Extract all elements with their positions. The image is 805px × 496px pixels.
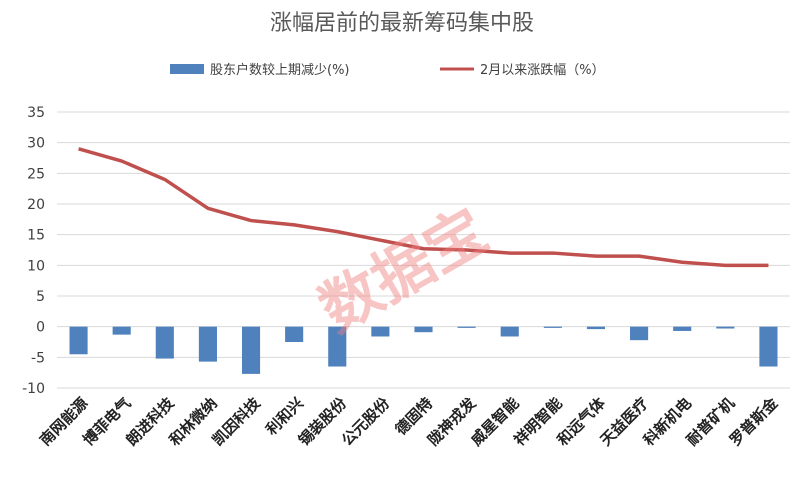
y-tick-label: 0: [36, 320, 45, 336]
y-axis: 35 30 25 20 15 10 5 0 -5 -10: [22, 105, 45, 397]
y-tick-label: 5: [36, 289, 45, 305]
bar: [414, 327, 432, 333]
bar: [242, 327, 260, 374]
bar: [501, 327, 519, 337]
bar: [587, 327, 605, 329]
bar: [285, 327, 303, 342]
y-tick-label: 25: [27, 166, 45, 182]
x-tick-label: 公元股份: [338, 393, 394, 449]
bar: [673, 327, 691, 331]
bar: [544, 327, 562, 328]
legend-label-line: 2月以来涨跌幅（%）: [480, 62, 605, 78]
y-tick-label: -10: [22, 381, 45, 397]
bar: [716, 327, 734, 329]
bar: [113, 327, 131, 335]
bar: [199, 327, 217, 362]
y-tick-label: 10: [27, 258, 45, 274]
bar: [759, 327, 777, 367]
y-tick-label: -5: [31, 350, 45, 366]
y-tick-label: 35: [27, 105, 45, 121]
bar: [70, 327, 88, 355]
x-axis: 南网能源博菲电气朗进科技和林微纳凯因科技利和兴锡装股份公元股份德固特陇神戎发威星…: [36, 393, 782, 449]
bar-series: [70, 327, 778, 374]
y-tick-label: 20: [27, 197, 45, 213]
y-tick-label: 30: [27, 136, 45, 152]
legend: 股东户数较上期减少(%) 2月以来涨跌幅（%）: [170, 62, 605, 78]
x-tick-label: 罗普斯金: [726, 393, 782, 449]
watermark: 数据宝: [308, 196, 499, 347]
bar: [458, 327, 476, 328]
chart-title: 涨幅居前的最新筹码集中股: [270, 11, 534, 36]
bar: [156, 327, 174, 359]
legend-label-bar: 股东户数较上期减少(%): [210, 62, 350, 78]
y-tick-label: 15: [27, 228, 45, 244]
bar: [630, 327, 648, 340]
x-tick-label: 凯因科技: [209, 393, 265, 449]
legend-swatch-bar: [170, 64, 204, 74]
